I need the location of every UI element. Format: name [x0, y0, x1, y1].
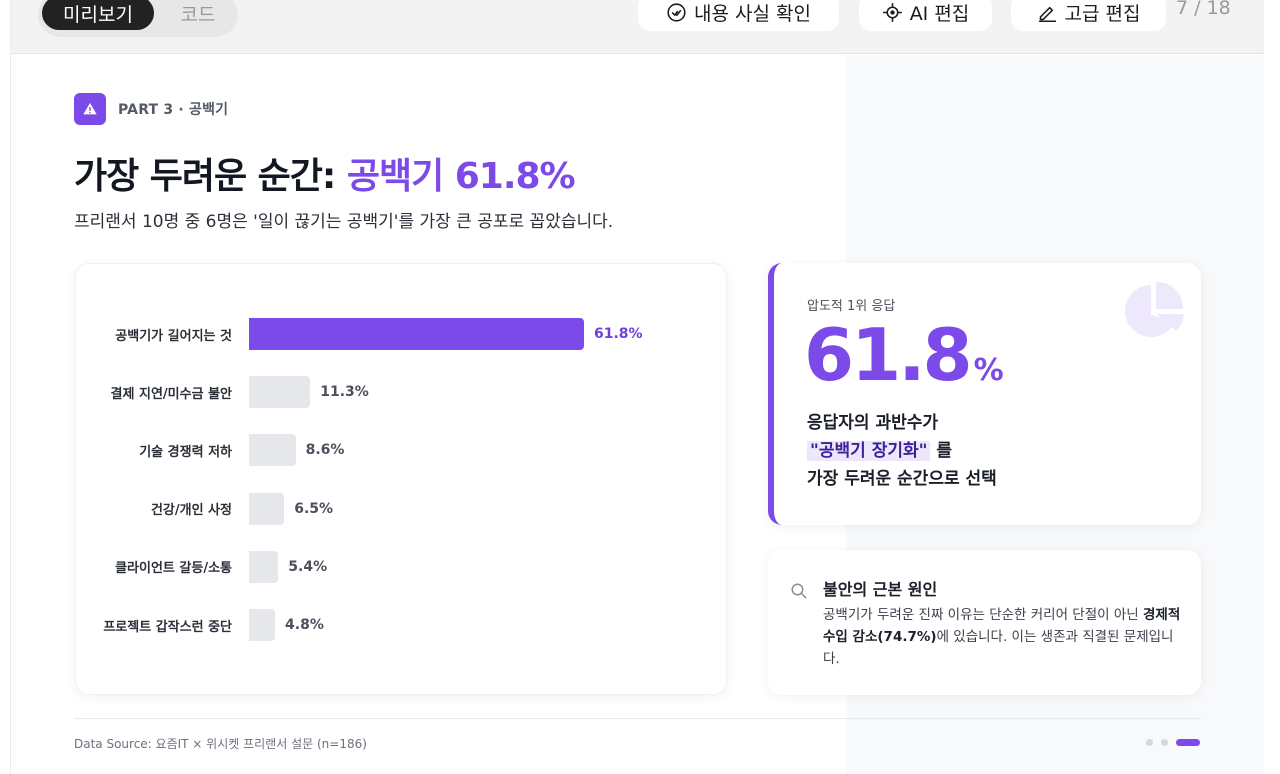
insight-body-suffix: 에 있습니다. 이는 생존과 직결된 문제입니다.	[823, 629, 1174, 667]
bar	[249, 376, 311, 409]
footer-divider	[74, 718, 1201, 719]
bar-label: 프로젝트 갑작스런 중단	[103, 619, 232, 635]
tab-code[interactable]: 코드	[180, 3, 216, 26]
search-icon	[791, 583, 807, 599]
stat-description: 응답자의 과반수가 "공백기 장기화" 를 가장 두려운 순간으로 선택	[807, 409, 997, 493]
tab-preview[interactable]: 미리보기	[42, 0, 154, 30]
bar-chart-card: 공백기가 길어지는 것 61.8% 결제 지연/미수금 불안 11.3% 기술 경쟁력 …	[75, 263, 727, 695]
insight-body-bold: 경제적 수입 감소(74.7%)	[823, 607, 1181, 645]
chart-row: 건강/개인 사정 6.5%	[76, 492, 728, 525]
slide-subtitle: 프리랜서 10명 중 6명은 '일이 끊기는 공백기'를 가장 큰 공포로 꼽았…	[74, 212, 614, 232]
pie-chart-icon	[1125, 281, 1184, 337]
stat-line-2-suffix: 를	[930, 441, 953, 461]
bar	[249, 609, 276, 641]
pagination-dot[interactable]	[1176, 739, 1200, 746]
toolbar: 미리보기 코드 내용 사실 확인 AI 편집 고급 편집 7 / 18	[11, 0, 1264, 54]
ai-edit-button[interactable]: AI 편집	[859, 0, 992, 31]
bar	[249, 434, 296, 467]
insight-body: 공백기가 두려운 진짜 이유는 단순한 커리어 단절이 아닌 경제적 수입 감소…	[823, 604, 1183, 670]
chart-row: 결제 지연/미수금 불안 11.3%	[76, 376, 728, 409]
insight-title: 불안의 근본 원인	[823, 580, 938, 599]
page-indicator: 7 / 18	[1176, 0, 1231, 19]
chart-row: 클라이언트 갈등/소통 5.4%	[76, 550, 728, 583]
fact-check-button[interactable]: 내용 사실 확인	[638, 0, 839, 31]
chart-row: 프로젝트 갑작스런 중단 4.8%	[76, 609, 728, 641]
advanced-edit-button[interactable]: 고급 편집	[1011, 0, 1166, 31]
stat-line-2: "공백기 장기화" 를	[807, 437, 997, 465]
title-prefix: 가장 두려운 순간:	[74, 156, 347, 197]
stat-kicker: 압도적 1위 응답	[807, 299, 896, 314]
stat-unit: %	[973, 353, 1004, 388]
bar-value: 61.8%	[594, 326, 643, 342]
bar-value: 11.3%	[320, 384, 369, 401]
fact-check-label: 내용 사실 확인	[694, 3, 811, 25]
stat-highlight: "공백기 장기화"	[807, 441, 931, 461]
pencil-icon	[1038, 6, 1056, 23]
stat-value: 61.8%	[804, 319, 1004, 391]
bar-label: 클라이언트 갈등/소통	[115, 561, 232, 577]
bar	[249, 318, 584, 350]
pagination-dot[interactable]	[1161, 739, 1168, 746]
bar-label: 결제 지연/미수금 불안	[110, 386, 232, 402]
bar-value: 5.4%	[288, 558, 328, 575]
warning-icon	[74, 93, 106, 125]
app-frame: 미리보기 코드 내용 사실 확인 AI 편집 고급 편집 7 / 18 PART…	[10, 0, 1264, 774]
pagination-dots	[1146, 739, 1200, 746]
stat-line-1: 응답자의 과반수가	[807, 413, 939, 433]
stat-line-3: 가장 두려운 순간으로 선택	[807, 469, 997, 489]
title-accent: 공백기 61.8%	[346, 156, 576, 197]
insight-body-prefix: 공백기가 두려운 진짜 이유는 단순한 커리어 단절이 아닌	[823, 607, 1143, 623]
chart-row: 공백기가 길어지는 것 61.8%	[76, 318, 728, 350]
bar-value: 8.6%	[305, 442, 345, 459]
stat-card: 압도적 1위 응답 61.8% 응답자의 과반수가 "공백기 장기화" 를 가장…	[768, 263, 1201, 525]
pagination-dot[interactable]	[1146, 739, 1153, 746]
section-label: PART 3 · 공백기	[74, 93, 228, 125]
chart-row: 기술 경쟁력 저하 8.6%	[76, 434, 728, 467]
ai-edit-label: AI 편집	[909, 3, 970, 25]
bar-label: 기술 경쟁력 저하	[139, 444, 232, 460]
bar-value: 6.5%	[294, 500, 334, 517]
slide-canvas: PART 3 · 공백기 가장 두려운 순간: 공백기 61.8% 프리랜서 1…	[12, 55, 1264, 774]
view-toggle: 미리보기 코드	[38, 0, 238, 37]
bar-value: 4.8%	[285, 617, 324, 633]
check-circle-icon	[667, 3, 686, 22]
bar-label: 공백기가 길어지는 것	[115, 328, 232, 344]
crosshair-icon	[882, 2, 902, 23]
bar	[249, 492, 285, 525]
part-label: PART 3 · 공백기	[118, 102, 229, 118]
bar	[249, 550, 279, 583]
bar-label: 건강/개인 사정	[150, 503, 232, 519]
data-source: Data Source: 요즘IT × 위시켓 프리랜서 설문 (n=186)	[74, 737, 367, 751]
slide-title: 가장 두려운 순간: 공백기 61.8%	[74, 147, 576, 199]
advanced-edit-label: 고급 편집	[1064, 3, 1141, 25]
stat-number: 61.8	[804, 313, 973, 397]
insight-card: 불안의 근본 원인 공백기가 두려운 진짜 이유는 단순한 커리어 단절이 아닌…	[768, 550, 1201, 695]
